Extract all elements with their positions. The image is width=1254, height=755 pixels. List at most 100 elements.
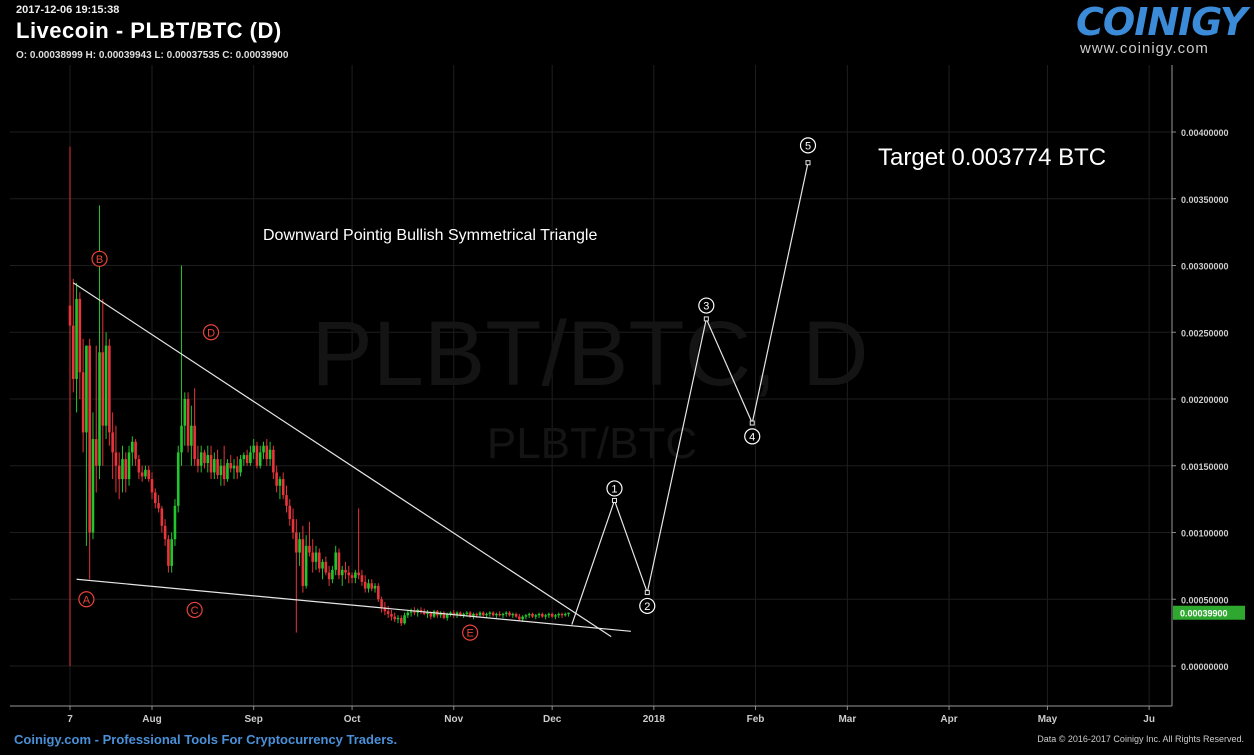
candle-body (150, 479, 154, 493)
footer-tagline[interactable]: Coinigy.com - Professional Tools For Cry… (14, 732, 398, 747)
triangle-point-label-text: B (96, 254, 103, 266)
candle-body (377, 585, 380, 600)
wave-label-circle (799, 137, 817, 154)
wave-label-circle (639, 597, 656, 615)
path-node (805, 160, 811, 166)
candle-body (242, 455, 246, 460)
candle-body (131, 441, 134, 453)
candle-body (531, 613, 534, 617)
triangle-point-label-circle (462, 624, 479, 641)
wave-label-text: 5 (805, 140, 811, 152)
candle-body (71, 325, 75, 379)
candle-body (114, 452, 118, 466)
candle-body (386, 611, 390, 614)
candle-body (367, 583, 370, 589)
candle-body (111, 432, 114, 453)
candle-body (380, 599, 383, 608)
y-tick-label: 0.00050000 (1181, 595, 1229, 605)
candle-body (422, 611, 426, 614)
candle-body (258, 452, 262, 466)
x-tick-label: Feb (747, 714, 765, 725)
coinigy-logo[interactable]: COINIGY www.coinigy.com (1076, 2, 1247, 57)
candle-body (147, 469, 151, 480)
candle-body (91, 439, 95, 533)
candle-body (485, 613, 488, 616)
candle-body (85, 345, 88, 433)
candle-body (94, 439, 98, 466)
candle-body (222, 465, 226, 480)
candle-body (68, 305, 72, 326)
candle-body (449, 612, 452, 614)
candle-body (239, 459, 242, 473)
candle-body (275, 472, 278, 486)
candle-body (304, 545, 308, 586)
candle-body (311, 552, 315, 562)
candle-body (429, 612, 433, 617)
candle-body (213, 459, 216, 473)
candle-body (265, 445, 269, 460)
candle-body (163, 525, 167, 540)
candle-body (495, 613, 498, 616)
x-tick-label: Mar (838, 714, 856, 725)
candle-body (478, 612, 482, 616)
watermark-big: PLBT/BTC, D (311, 303, 868, 405)
chart-timestamp: 2017-12-06 19:15:38 (16, 4, 120, 16)
candle-body (550, 613, 554, 617)
y-tick-label: 0.00100000 (1181, 529, 1229, 539)
candle-body (462, 613, 465, 616)
triangle-point-label-circle (202, 324, 220, 341)
candle-body (452, 612, 456, 616)
ohlc-readout: O: 0.00038999 H: 0.00039943 L: 0.0003753… (16, 50, 289, 61)
candle-body (173, 505, 177, 540)
candle-body (127, 452, 131, 480)
wave-label-circle (606, 480, 623, 497)
candle-body (560, 613, 564, 616)
candle-body (199, 452, 203, 466)
candle-body (557, 613, 561, 616)
candle-body (219, 465, 223, 476)
candle-body (504, 612, 508, 614)
candle-body (340, 569, 344, 576)
candle-body (298, 539, 301, 553)
candle-body (268, 449, 272, 460)
candle-body (541, 613, 544, 617)
candle-body (295, 532, 298, 553)
candle-body (393, 616, 397, 620)
candle-body (196, 459, 200, 466)
wave-label-circle (698, 297, 715, 314)
candle-body (465, 612, 469, 614)
wave-label-text: 3 (703, 301, 709, 313)
candle-body (78, 298, 82, 373)
chart-grid (10, 65, 1172, 706)
candle-body (216, 459, 219, 476)
candle-body (235, 465, 239, 473)
candle-body (157, 503, 160, 509)
candle-body (360, 575, 364, 582)
candle-body (508, 612, 511, 616)
candle-body (98, 352, 101, 466)
candle-body (347, 572, 351, 576)
candle-body (278, 479, 282, 486)
candle-body (272, 449, 275, 473)
candle-body (134, 441, 137, 460)
x-tick-label: Dec (543, 714, 562, 725)
candle-body (245, 455, 249, 464)
candle-body (288, 505, 292, 520)
candle-body (101, 352, 105, 426)
y-tick-label: 0.00250000 (1181, 328, 1229, 338)
candle-body (491, 612, 495, 616)
candle-body (544, 615, 547, 617)
candle-body (445, 613, 449, 618)
candle-body (554, 615, 557, 617)
triangle-point-label-text: E (466, 628, 473, 640)
x-tick-label: May (1038, 714, 1058, 725)
candle-body (432, 611, 436, 617)
candle-series (68, 146, 570, 666)
candle-body (317, 552, 321, 569)
candle-body (518, 616, 521, 620)
candle-body (108, 345, 111, 433)
candle-body (121, 459, 124, 480)
candle-body (399, 617, 403, 624)
candle-body (472, 613, 475, 617)
